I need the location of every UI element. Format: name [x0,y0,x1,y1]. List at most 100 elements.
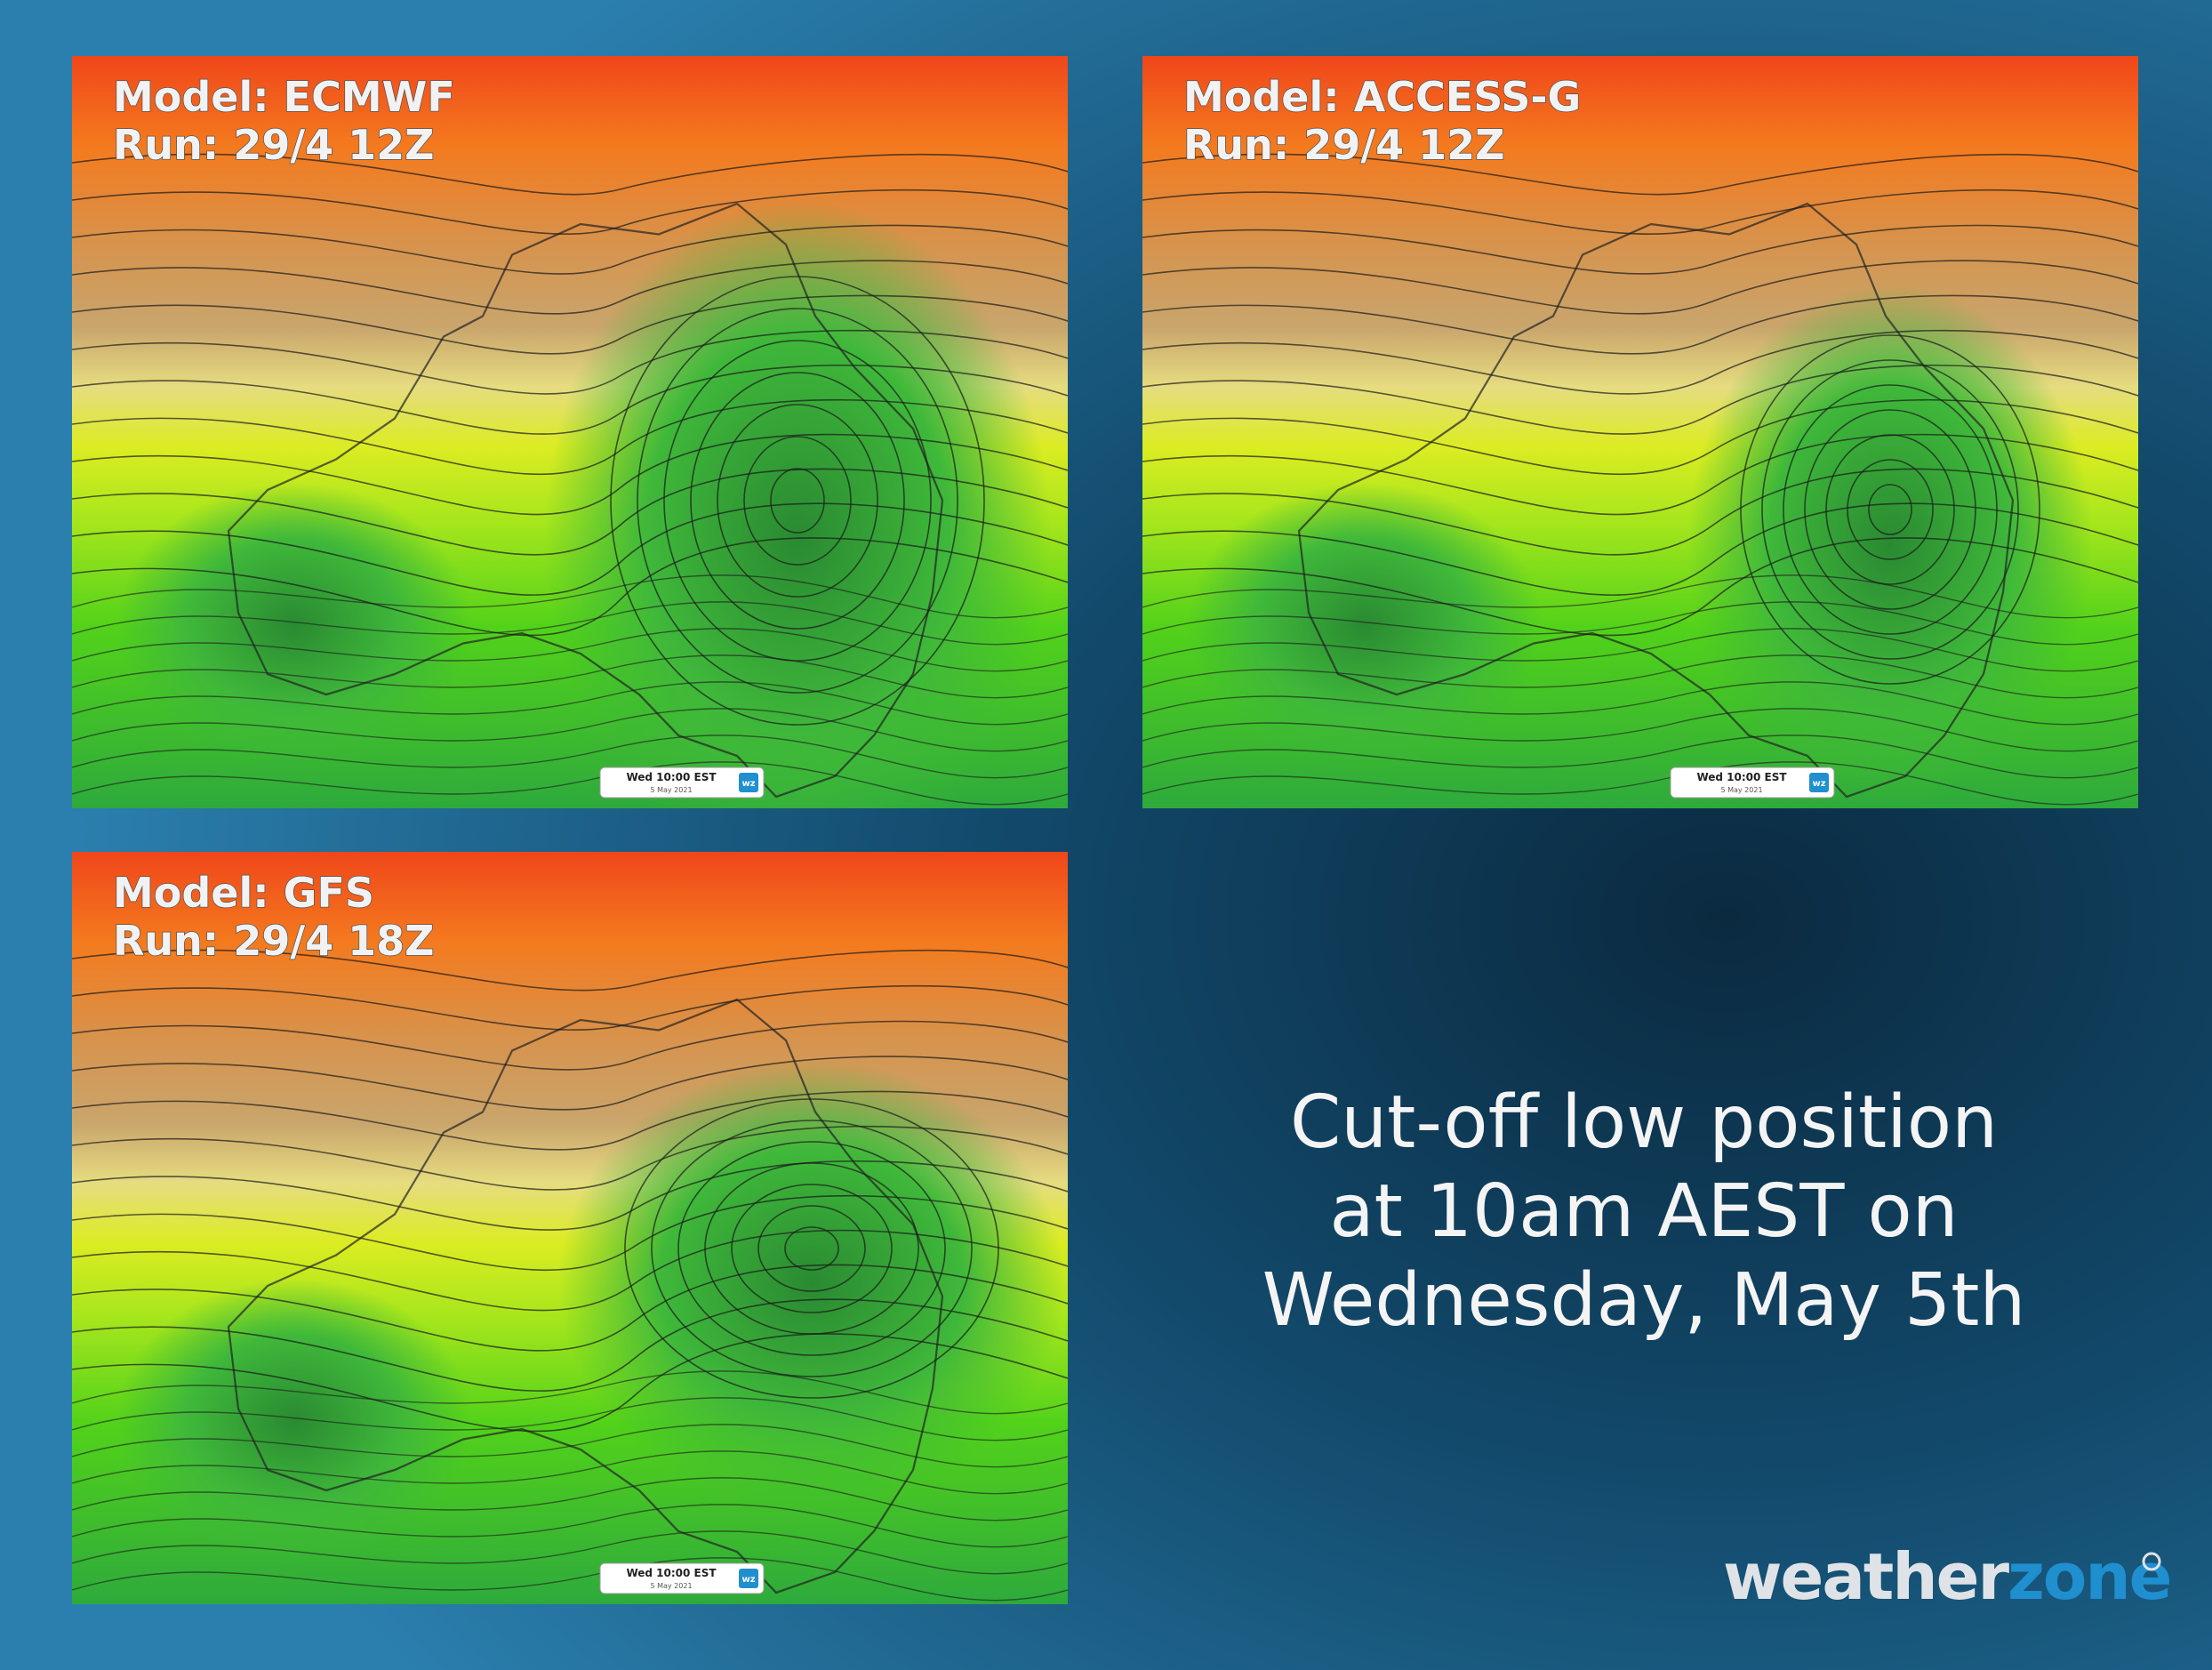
contour [72,1504,1068,1548]
low-contour [784,1226,839,1271]
contour [72,398,1068,476]
contour [1142,628,2138,672]
contour [72,1090,1068,1151]
coastline [227,202,944,799]
contour [1142,735,2138,779]
low-contour [637,308,958,694]
model-label: Model: GFS [113,869,374,917]
contour [1142,398,2138,476]
contour [1142,260,2138,315]
contour [72,1194,1068,1272]
coastline [1297,202,2015,799]
coastline [227,998,944,1594]
trough-area [116,1279,472,1563]
timestamp-time: Wed 10:00 EST [626,1567,717,1579]
contour [72,984,1068,1032]
low-contour [651,1120,973,1377]
contour [1142,433,2138,516]
contour [72,433,1068,516]
contour [72,628,1068,672]
timestamp-date: 5 May 2021 [650,786,692,794]
run-label: Run: 29/4 18Z [113,917,435,965]
logo: weatherzone [1723,1539,2172,1614]
contour [1142,153,2138,196]
contour [72,1477,1068,1521]
badge-box [739,1569,758,1588]
contour [1142,329,2138,395]
timestamp-time: Wed 10:00 EST [1696,771,1787,783]
contour [72,329,1068,395]
contour [1142,365,2138,435]
contour [72,1333,1068,1433]
low-contour [1804,409,1976,610]
contour [1142,601,2138,646]
contour [72,364,1068,435]
model-label: Model: ECMWF [113,73,455,121]
model-label: Model: ACCESS-G [1183,73,1581,121]
contour [72,537,1068,637]
trough-area [1187,483,1543,767]
logo-zone: zone [2008,1539,2170,1614]
timestamp: Wed 10:00 EST 5 May 2021 wz [599,1562,765,1594]
contour [72,294,1068,355]
run-label: Run: 29/4 12Z [113,121,435,169]
contour [1142,189,2138,236]
contour [1142,468,2138,556]
contour [1142,502,2138,596]
run-label: Run: 29/4 12Z [1183,121,1505,169]
timestamp: Wed 10:00 EST 5 May 2021 wz [1670,767,1835,799]
timestamp-time: Wed 10:00 EST [626,771,717,783]
contour [72,1160,1068,1231]
logo-weather: weather [1723,1539,2009,1614]
low-contour [1847,459,1934,560]
contour [72,1298,1068,1392]
contour [72,574,1068,619]
timestamp: Wed 10:00 EST 5 May 2021 wz [599,767,765,799]
timestamp-box [599,1562,765,1594]
map-field [72,56,1068,808]
low-area [1687,284,2093,807]
low-contour [1825,434,1955,585]
contour [72,502,1068,596]
timestamp-box [1670,767,1835,799]
contour [1142,224,2138,275]
contour [72,1450,1068,1495]
badge: wz [741,779,755,789]
contour [72,708,1068,752]
low-contour [743,436,852,566]
timestamp-box [599,767,765,799]
contour [1142,294,2138,355]
low-contour [757,1205,866,1292]
timestamp-date: 5 May 2021 [1720,786,1762,794]
low-contour [1740,334,2040,685]
caption: Cut-off low position at 10am AEST on Wed… [1262,1080,2026,1343]
contour [72,1229,1068,1312]
low-contour [731,1184,893,1313]
contour [72,735,1068,779]
low-contour [770,468,825,534]
contour [72,1530,1068,1575]
low-contour [663,340,932,662]
contour [72,224,1068,275]
logo-degree [2142,1552,2161,1571]
contour [1142,654,2138,699]
contour [1142,681,2138,726]
contour [72,654,1068,699]
low-contour [690,372,905,630]
caption-line: at 10am AEST on [1329,1169,1958,1254]
map-field [1142,56,2138,808]
contour [72,949,1068,992]
timestamp-date: 5 May 2021 [650,1582,692,1590]
low-contour [1761,359,2019,660]
low-contour [704,1162,919,1335]
caption-line: Cut-off low position [1290,1080,1998,1165]
low-area [558,1060,1065,1508]
badge: wz [1812,779,1825,789]
low-contour [610,276,985,726]
contour [72,153,1068,196]
contour [1142,574,2138,619]
contour [72,1056,1068,1111]
